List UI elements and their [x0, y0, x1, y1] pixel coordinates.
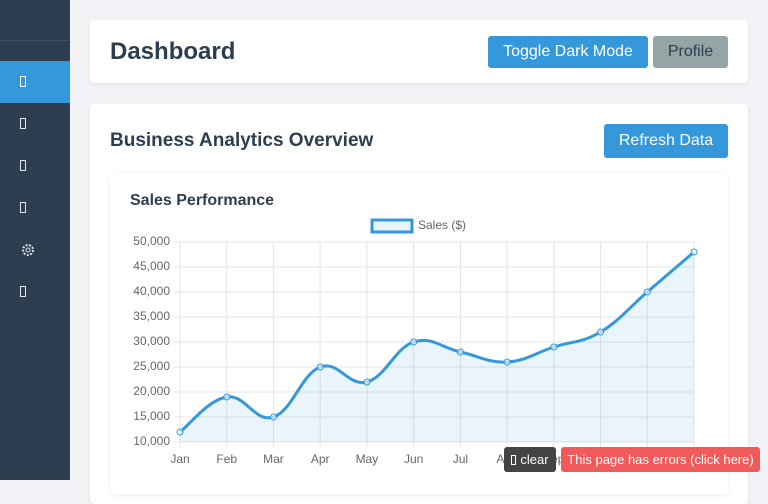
legend-swatch — [370, 218, 414, 234]
clear-button[interactable]: clear — [504, 447, 556, 472]
y-tick-label: 50,000 — [133, 234, 170, 248]
refresh-button[interactable]: Refresh Data — [604, 124, 728, 158]
y-tick-label: 35,000 — [133, 309, 170, 323]
y-tick-label: 15,000 — [133, 409, 170, 423]
x-tick-label: May — [356, 452, 379, 466]
nav-item[interactable] — [0, 103, 70, 145]
chart: Sales Performance 10,000 15,000 20,000 25,0… — [130, 192, 705, 466]
point — [597, 328, 605, 336]
point — [550, 343, 558, 351]
clear-label: clear — [520, 452, 549, 467]
nav-item[interactable] — [0, 229, 70, 271]
chart-card — [110, 174, 728, 494]
y-tick-label: 30,000 — [133, 334, 170, 348]
point — [643, 288, 651, 296]
nav-item[interactable] — [0, 271, 70, 313]
x-tick-label: Apr — [311, 452, 330, 466]
point — [316, 363, 324, 371]
y-tick-label: 40,000 — [133, 284, 170, 298]
point — [269, 413, 277, 421]
profile-button[interactable]: Profile — [653, 36, 728, 68]
y-tick-label: 45,000 — [133, 259, 170, 273]
chart-title: Sales Performance — [130, 192, 274, 209]
x-tick-label: Feb — [216, 452, 237, 466]
point — [223, 393, 231, 401]
legend-label: Sales ($) — [418, 218, 466, 232]
x-tick-label: Jul — [453, 452, 468, 466]
x-tick-label: Jun — [404, 452, 423, 466]
gear-icon — [22, 244, 34, 256]
point — [176, 428, 184, 436]
area — [180, 252, 694, 442]
error-banner[interactable]: This page has errors (click here) — [561, 447, 760, 472]
nav-item[interactable] — [0, 145, 70, 187]
point — [410, 338, 418, 346]
point — [456, 348, 464, 356]
y-tick-label: 10,000 — [133, 434, 170, 448]
sidebar-divider — [0, 40, 70, 41]
section-title: Business Analytics Overview — [110, 130, 374, 151]
point — [363, 378, 371, 386]
point — [503, 358, 511, 366]
toggle-dark-button[interactable]: Toggle Dark Mode — [488, 36, 648, 68]
point — [690, 248, 698, 256]
page-title: Dashboard — [110, 38, 236, 65]
y-tick-label: 25,000 — [133, 359, 170, 373]
x-tick-label: Mar — [263, 452, 284, 466]
x-tick-label: Jan — [170, 452, 189, 466]
y-tick-label: 20,000 — [133, 384, 170, 398]
nav-item[interactable] — [0, 187, 70, 229]
nav-item[interactable] — [0, 61, 70, 103]
